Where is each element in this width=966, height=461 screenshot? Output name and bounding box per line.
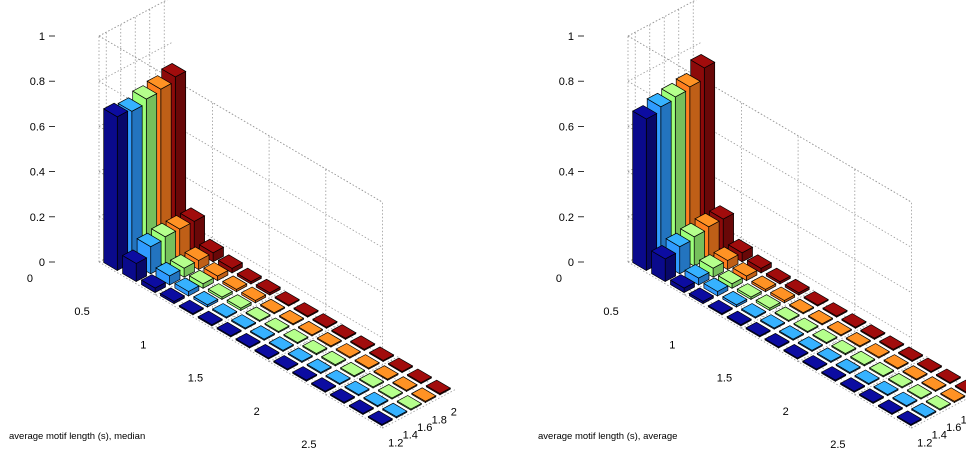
- row-tick-label: 2.5: [301, 439, 316, 451]
- col-tick-label: 1.6: [946, 422, 961, 434]
- row-tick-label: 0.5: [603, 306, 618, 318]
- x-axis-label: average motif length (s), average: [538, 431, 677, 442]
- row-tick-label: 1: [140, 339, 146, 351]
- z-tick-label: 0.4: [30, 167, 45, 179]
- bar-top-face: [407, 369, 431, 383]
- z-tick-label: 1: [39, 31, 45, 43]
- row-tick-label: 2: [783, 406, 789, 418]
- bar-front-face: [104, 109, 118, 271]
- bar-top-face: [370, 347, 394, 361]
- row-tick-label: 2.5: [830, 439, 845, 451]
- bar-top-face: [899, 347, 923, 361]
- row-tick-label: 2: [254, 406, 260, 418]
- row-tick-label: 0: [556, 273, 562, 285]
- z-tick-label: 0.4: [559, 167, 574, 179]
- col-tick-label: 1.4: [403, 430, 418, 442]
- row-tick-label: 1.5: [188, 373, 203, 385]
- bar-1-1: [104, 103, 128, 270]
- bar-top-face: [842, 314, 866, 328]
- bar-top-face: [313, 314, 337, 328]
- z-tick-label: 0: [39, 257, 45, 269]
- col-tick-label: 1.6: [417, 422, 432, 434]
- z-tick-label: 0.2: [30, 212, 45, 224]
- z-tick-label: 0.6: [559, 121, 574, 133]
- bar-top-face: [351, 336, 375, 350]
- z-tick-label: 0.8: [559, 76, 574, 88]
- bar-side-face: [117, 111, 127, 270]
- col-tick-label: 1.2: [917, 437, 932, 449]
- x-axis-label: average motif length (s), median: [9, 431, 145, 442]
- col-tick-label: 1.8: [432, 414, 447, 426]
- col-tick-label: 1.4: [932, 430, 947, 442]
- col-tick-label: 1.8: [961, 414, 966, 426]
- z-tick-label: 0.6: [30, 121, 45, 133]
- col-tick-label: 1.2: [388, 437, 403, 449]
- z-tick-label: 0.8: [30, 76, 45, 88]
- bar-top-face: [823, 303, 847, 317]
- bar-top-face: [936, 369, 960, 383]
- chart-panel-1: 0 0.2 0.4 0.6 0.8 1 0 0.5 1 1.5 2 2.5 1.21.41.61.8 2 a…: [9, 0, 457, 451]
- bar-top-face: [880, 336, 904, 350]
- z-tick-label: 0.2: [559, 212, 574, 224]
- bar-top-face: [426, 380, 450, 394]
- row-tick-label: 1: [669, 339, 675, 351]
- col-tick-label: 2: [451, 407, 457, 419]
- grid-line: [99, 43, 172, 81]
- bar-1-1: [633, 106, 657, 271]
- bar-side-face: [646, 114, 656, 271]
- z-tick-label: 0: [568, 257, 574, 269]
- z-tick-label: 1: [568, 31, 574, 43]
- bar-front-face: [633, 111, 647, 270]
- row-tick-label: 1.5: [717, 373, 732, 385]
- row-tick-label: 0.5: [74, 306, 89, 318]
- row-tick-label: 0: [27, 273, 33, 285]
- chart-panel-2: 00.20.40.60.8100.511.522.51.21.41.61.82a…: [538, 0, 966, 451]
- bar-top-face: [294, 303, 318, 317]
